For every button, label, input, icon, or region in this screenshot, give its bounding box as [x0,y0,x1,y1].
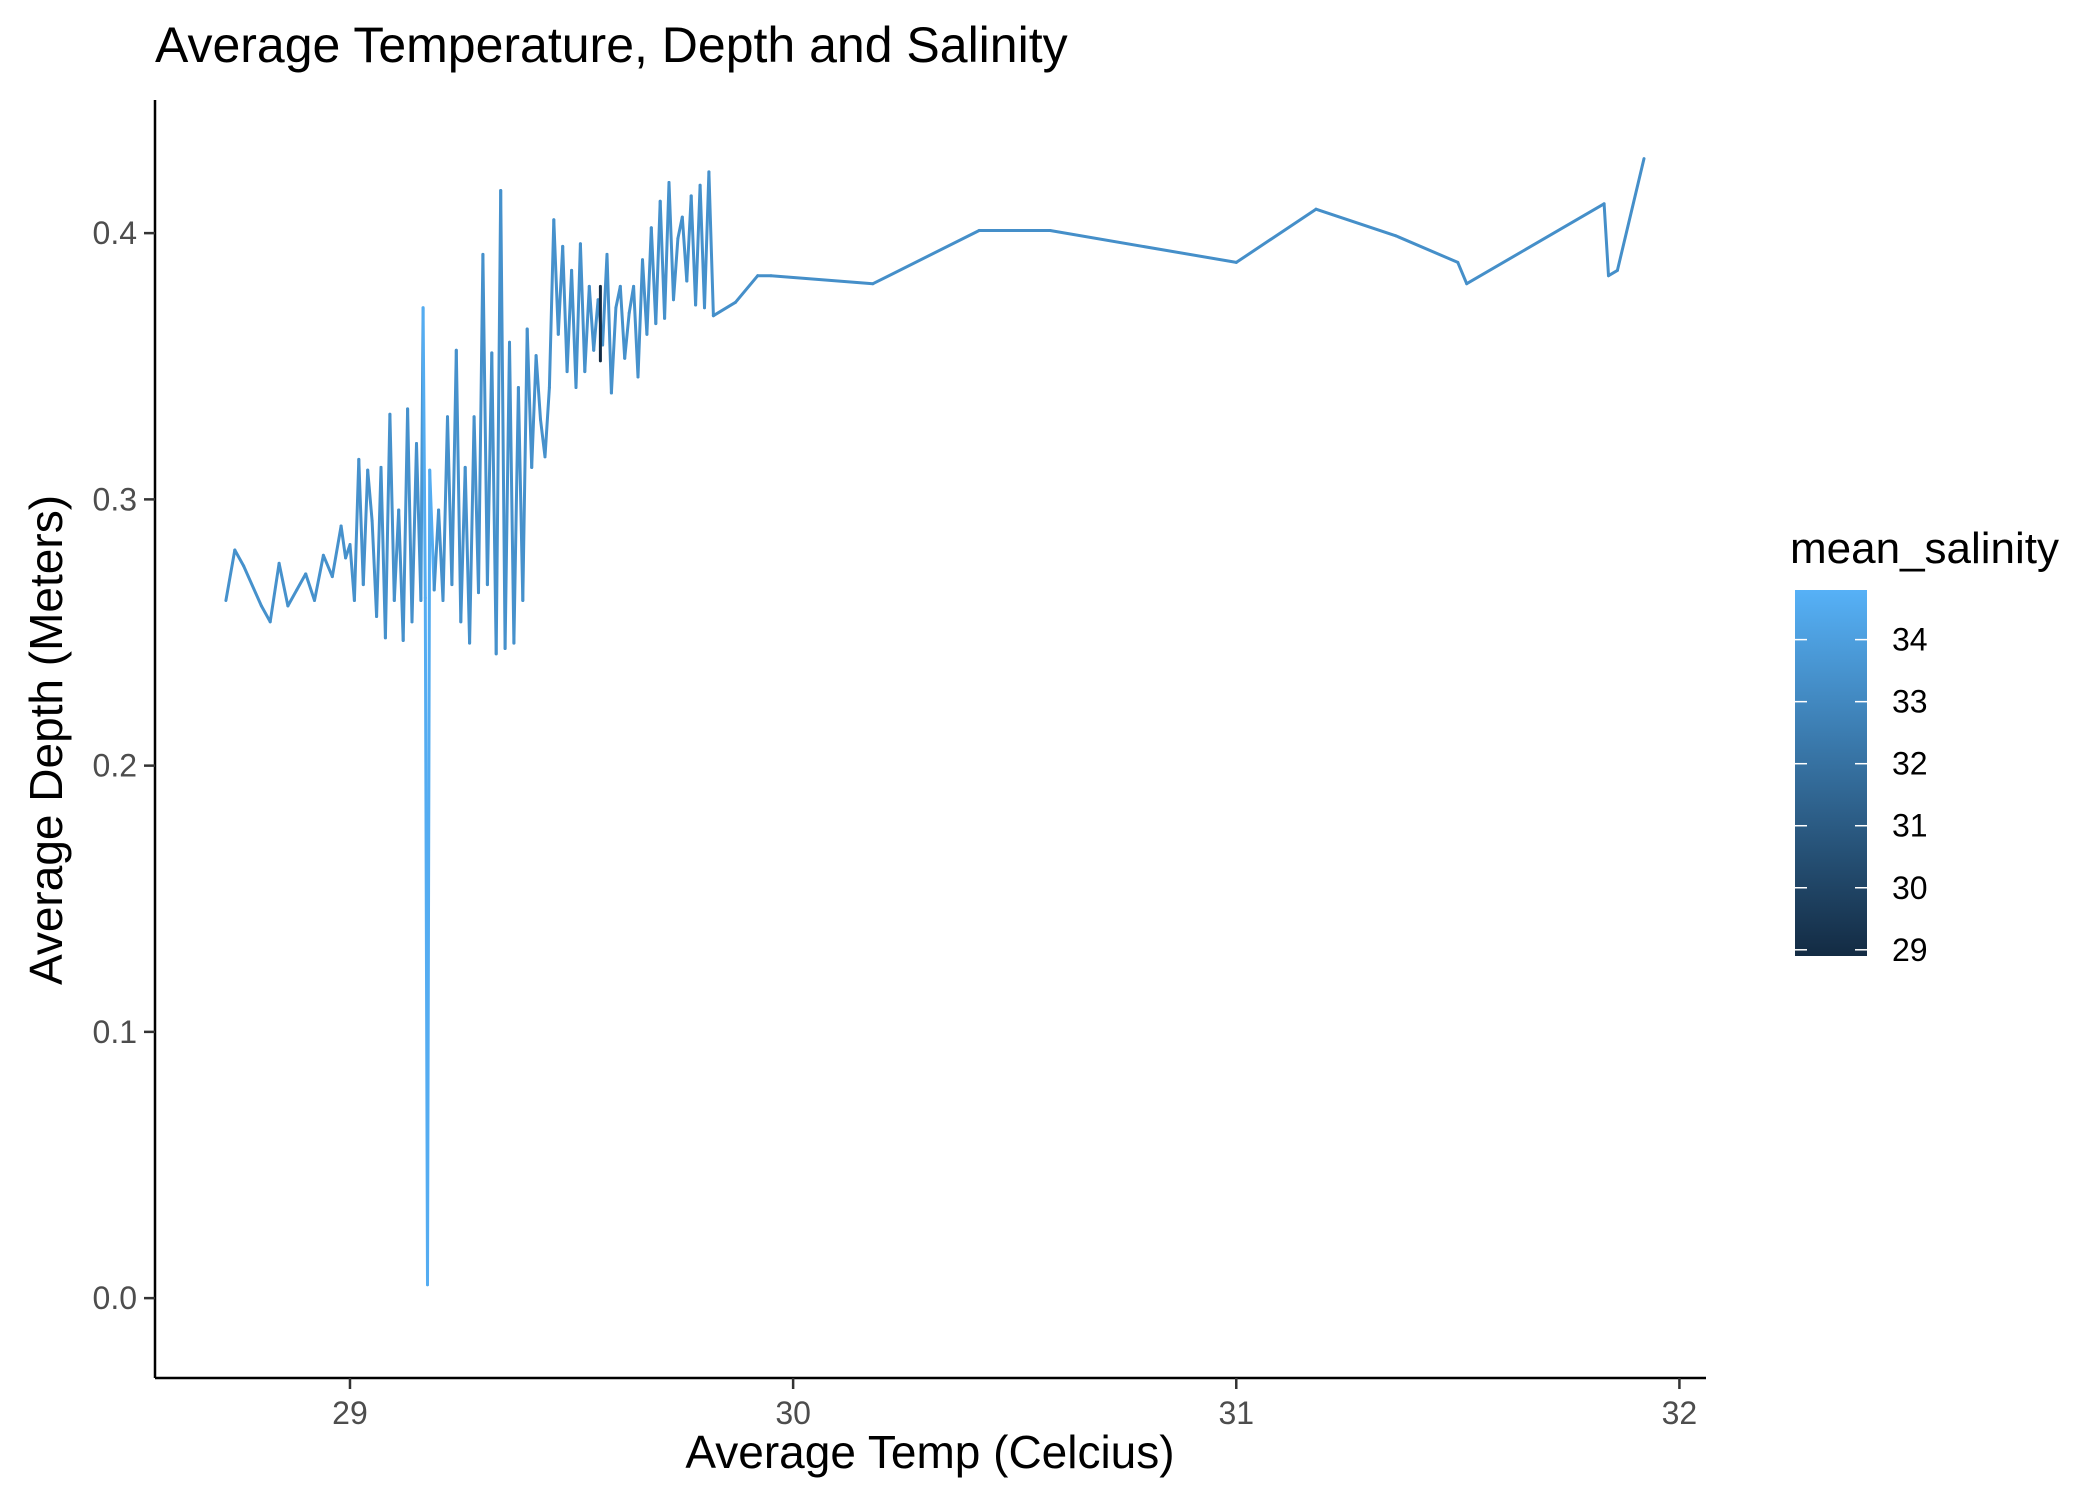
series-0-segment [530,354,538,469]
series-0-segment [421,306,427,600]
series-0-segment [277,561,290,608]
series-0-segment [286,588,299,608]
series-0-segment [313,553,325,602]
x-tick-label: 31 [1218,1395,1254,1431]
series-0-segment [587,284,596,352]
series-0-segment [268,561,281,624]
series-0-segment [561,244,569,374]
series-0-segment [304,572,316,602]
legend: mean_salinity 29 30 31 32 33 34 [1790,524,2059,968]
series-0-segment [508,340,516,645]
series-0-segment [711,300,737,318]
y-axis-title: Average Depth (Meters) [20,495,72,985]
series-0-segment [534,354,542,421]
series-0-segment [1234,207,1318,264]
series-0-segment [224,548,237,602]
legend-tick-label: 34 [1892,622,1928,658]
series-0-segment [871,229,981,286]
series-0-segment [547,218,556,389]
series-0-segment [339,524,348,560]
series-0-segment [388,412,396,602]
series-0-segment [366,468,374,523]
series-0-segment [605,252,613,395]
series-0-segment [1465,202,1606,286]
series-0-segment [406,407,414,624]
series-0-segment [521,327,529,602]
legend-tick-label: 32 [1892,746,1928,782]
series-0-segment [295,572,308,592]
series-0-segment [426,468,432,1287]
series-0-segment [583,284,591,374]
series-0-segment [623,311,631,360]
series-0-segment [645,226,653,336]
y-tick-label: 0.4 [93,215,137,251]
y-tick-label: 0.1 [93,1014,137,1050]
series-0-segment [242,564,263,608]
series-0-segment [330,524,343,579]
series-0-segment [707,170,715,318]
series-0-segment [574,242,582,389]
y-tick-label: 0.0 [93,1280,137,1316]
series-0-segment [618,284,627,360]
series-0-segment [468,415,476,645]
y-tick-label: 0.2 [93,748,137,784]
series-0-segment [352,457,361,602]
x-axis-title: Average Temp (Celcius) [685,1426,1174,1478]
legend-tick-label: 31 [1892,808,1928,844]
series-0-segment [1607,268,1619,278]
series-0-segment [525,327,534,469]
series-0-segment [769,274,875,286]
series-0-segment [1602,202,1610,278]
series-0-segment [383,412,392,640]
series-0 [224,157,1646,1287]
series-0-segment [233,548,246,568]
series-0-segment [592,298,600,352]
series-0-segment [734,274,760,304]
legend-colorbar [1795,590,1867,956]
series-0-segment [454,348,463,624]
series-0-segment [512,386,520,645]
series-0-segment [499,189,507,650]
series-0-segment [1456,260,1469,286]
series-0-segment [672,236,680,302]
legend-title: mean_salinity [1790,524,2059,573]
series-0-segment [543,386,551,459]
series-0-segment [410,442,418,624]
axes: 29 30 31 32 0.0 0.1 0.2 0.3 0.4 [93,100,1706,1431]
series-0-segment [1615,157,1646,272]
series-0-segment [1314,207,1398,238]
plot-area [224,157,1646,1287]
y-tick-label: 0.3 [93,481,137,517]
series-0-segment [441,415,449,602]
legend-tick-label: 29 [1892,932,1928,968]
series-0-segment [477,252,485,595]
legend-tick-label: 30 [1892,870,1928,906]
series-0-segment [578,242,587,374]
series-0-segment [428,468,436,592]
legend-tick-label: 33 [1892,684,1928,720]
series-0-segment [259,604,272,624]
x-tick-label: 32 [1662,1395,1698,1431]
chart-title: Average Temperature, Depth and Salinity [155,17,1068,73]
series-0-segment [636,258,644,379]
x-tick-label: 30 [775,1395,811,1431]
series-0-segment [667,181,675,302]
series-0-segment [663,181,671,320]
series-0-segment [609,306,618,395]
series-0-segment [321,553,334,579]
series-0-segment [401,407,410,642]
series-0-segment [1048,229,1238,264]
x-tick-label: 29 [332,1395,368,1431]
series-0-segment [552,218,560,336]
series-0-segment [361,468,370,587]
series-0-segment [1394,234,1460,264]
series-0-segment [481,252,489,587]
series-0-segment [357,457,365,587]
